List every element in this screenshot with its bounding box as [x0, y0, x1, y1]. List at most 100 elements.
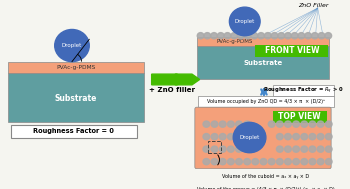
- Circle shape: [219, 121, 226, 127]
- Circle shape: [228, 146, 234, 152]
- Circle shape: [228, 121, 234, 127]
- Circle shape: [228, 159, 234, 165]
- FancyBboxPatch shape: [197, 37, 329, 46]
- Circle shape: [244, 159, 251, 165]
- Text: FRONT VIEW: FRONT VIEW: [265, 46, 319, 55]
- Circle shape: [252, 159, 259, 165]
- Circle shape: [312, 33, 318, 39]
- Circle shape: [268, 159, 275, 165]
- Circle shape: [326, 159, 332, 165]
- FancyBboxPatch shape: [197, 46, 329, 80]
- Circle shape: [276, 121, 283, 127]
- Circle shape: [244, 33, 251, 39]
- Circle shape: [224, 33, 231, 39]
- Circle shape: [203, 159, 210, 165]
- Circle shape: [211, 146, 218, 152]
- Circle shape: [325, 33, 331, 39]
- Circle shape: [305, 33, 312, 39]
- Circle shape: [298, 33, 305, 39]
- Circle shape: [204, 33, 211, 39]
- Circle shape: [285, 33, 291, 39]
- Circle shape: [244, 121, 251, 127]
- Text: Roughness Factor = 0: Roughness Factor = 0: [34, 128, 114, 134]
- Circle shape: [293, 146, 300, 152]
- Circle shape: [236, 146, 242, 152]
- FancyBboxPatch shape: [273, 111, 327, 123]
- Circle shape: [217, 33, 224, 39]
- Circle shape: [301, 133, 308, 140]
- Circle shape: [317, 121, 324, 127]
- Circle shape: [228, 133, 234, 140]
- Circle shape: [219, 159, 226, 165]
- Circle shape: [318, 33, 325, 39]
- Text: PVAc-g-PDMS: PVAc-g-PDMS: [217, 39, 253, 44]
- Circle shape: [309, 146, 316, 152]
- Circle shape: [219, 133, 226, 140]
- FancyBboxPatch shape: [255, 45, 328, 57]
- Circle shape: [211, 33, 217, 39]
- Circle shape: [276, 146, 283, 152]
- Text: Droplet: Droplet: [234, 19, 255, 24]
- Circle shape: [203, 133, 210, 140]
- Circle shape: [293, 121, 300, 127]
- Text: Droplet: Droplet: [239, 135, 260, 140]
- Circle shape: [265, 33, 271, 39]
- FancyBboxPatch shape: [195, 107, 331, 169]
- Circle shape: [203, 121, 210, 127]
- Circle shape: [238, 33, 244, 39]
- Circle shape: [293, 159, 300, 165]
- Circle shape: [285, 146, 291, 152]
- Circle shape: [309, 133, 316, 140]
- Circle shape: [251, 33, 258, 39]
- Circle shape: [268, 121, 275, 127]
- Text: + ZnO filler: + ZnO filler: [149, 87, 195, 93]
- Circle shape: [211, 159, 218, 165]
- Circle shape: [276, 133, 283, 140]
- FancyBboxPatch shape: [8, 62, 144, 73]
- Circle shape: [236, 133, 242, 140]
- Text: Substrate: Substrate: [243, 60, 282, 66]
- Circle shape: [236, 121, 242, 127]
- Text: TOP VIEW: TOP VIEW: [278, 112, 321, 122]
- Text: Roughness Factor = $R_q$ > 0: Roughness Factor = $R_q$ > 0: [263, 86, 344, 96]
- Circle shape: [301, 159, 308, 165]
- Circle shape: [233, 122, 266, 153]
- Circle shape: [293, 133, 300, 140]
- Circle shape: [260, 159, 267, 165]
- FancyArrow shape: [152, 74, 200, 85]
- FancyBboxPatch shape: [10, 125, 137, 138]
- Circle shape: [317, 159, 324, 165]
- Text: Droplet: Droplet: [62, 43, 82, 48]
- Circle shape: [55, 29, 89, 62]
- Circle shape: [197, 33, 204, 39]
- Circle shape: [236, 159, 242, 165]
- FancyBboxPatch shape: [198, 184, 332, 189]
- FancyBboxPatch shape: [273, 85, 334, 96]
- Circle shape: [229, 7, 260, 36]
- Circle shape: [285, 159, 291, 165]
- Circle shape: [278, 33, 285, 39]
- Circle shape: [317, 133, 324, 140]
- Circle shape: [211, 133, 218, 140]
- Circle shape: [211, 121, 218, 127]
- Circle shape: [219, 146, 226, 152]
- FancyBboxPatch shape: [198, 171, 332, 182]
- Circle shape: [203, 146, 210, 152]
- Circle shape: [301, 121, 308, 127]
- Text: PVAc-g-PDMS: PVAc-g-PDMS: [56, 65, 96, 70]
- FancyBboxPatch shape: [8, 73, 144, 122]
- Text: Volume of the cuboid = aₓ × aᵧ × D: Volume of the cuboid = aₓ × aᵧ × D: [222, 174, 309, 179]
- Circle shape: [285, 121, 291, 127]
- Circle shape: [309, 159, 316, 165]
- Circle shape: [317, 146, 324, 152]
- Text: Volume occupied by ZnO QD = 4/3 × π  × (D/2)³: Volume occupied by ZnO QD = 4/3 × π × (D…: [207, 99, 325, 104]
- FancyBboxPatch shape: [198, 96, 334, 107]
- Circle shape: [326, 121, 332, 127]
- Circle shape: [309, 121, 316, 127]
- Circle shape: [258, 33, 265, 39]
- Text: Substrate: Substrate: [55, 94, 97, 103]
- Circle shape: [276, 159, 283, 165]
- Circle shape: [301, 146, 308, 152]
- Circle shape: [285, 133, 291, 140]
- Circle shape: [271, 33, 278, 39]
